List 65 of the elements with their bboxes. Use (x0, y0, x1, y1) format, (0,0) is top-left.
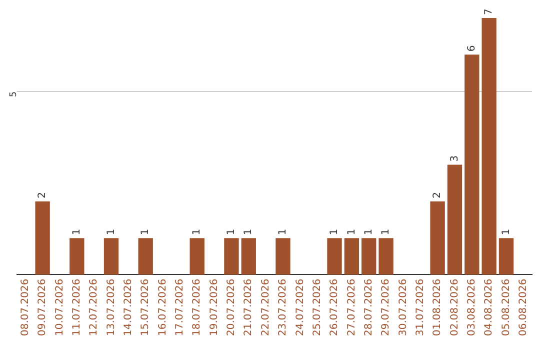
x-tick-label: 13.07.2026 (106, 278, 117, 336)
x-tick-label: 11.07.2026 (72, 278, 82, 336)
x-tick-label: 30.07.2026 (398, 278, 409, 336)
data-label: 1 (140, 228, 152, 236)
x-tick-label: 21.07.2026 (243, 278, 254, 336)
y-tick-label: 5 (9, 91, 20, 98)
x-tick-label: 22.07.2026 (260, 278, 272, 336)
data-label: 1 (192, 228, 203, 236)
x-tick-label: 14.07.2026 (123, 278, 134, 336)
data-label: 1 (226, 228, 238, 236)
x-tick-label: 06.08.2026 (518, 278, 530, 336)
x-tick-label: 03.08.2026 (466, 278, 478, 336)
x-tick-label: 28.07.2026 (363, 278, 374, 336)
x-tick-label: 16.07.2026 (157, 278, 168, 336)
x-tick-label: 04.08.2026 (484, 278, 495, 336)
x-tick-label: 15.07.2026 (140, 278, 152, 336)
bar (104, 238, 119, 275)
data-label: 1 (363, 228, 374, 236)
x-tick-label: 18.07.2026 (192, 278, 203, 336)
data-label: 1 (346, 228, 358, 236)
x-tick-label: 17.07.2026 (174, 278, 186, 336)
x-tick-label: 27.07.2026 (346, 278, 358, 336)
bar (464, 54, 480, 275)
x-tick-label: 01.08.2026 (432, 278, 444, 336)
x-tick-label: 09.07.2026 (37, 278, 48, 336)
x-tick-label: 23.07.2026 (278, 278, 289, 336)
bar (362, 238, 376, 275)
x-tick-label: 26.07.2026 (329, 278, 340, 336)
bar (224, 238, 239, 275)
x-tick-label: 20.07.2026 (226, 278, 238, 336)
data-label: 1 (278, 228, 289, 236)
x-tick-label: 10.07.2026 (54, 278, 66, 336)
bar (327, 238, 342, 275)
bar (190, 238, 204, 275)
bar (482, 18, 496, 275)
bar (35, 201, 50, 275)
data-label: 3 (449, 155, 460, 162)
x-tick-label: 25.07.2026 (312, 278, 323, 336)
data-label: 6 (466, 45, 478, 52)
x-tick-label: 24.07.2026 (294, 278, 306, 336)
bar (241, 238, 256, 275)
x-tick-label: 19.07.2026 (208, 278, 220, 336)
x-tick-label: 02.08.2026 (449, 278, 460, 336)
data-label: 1 (329, 228, 340, 236)
x-tick-label: 31.07.2026 (414, 278, 426, 336)
bar (138, 238, 153, 275)
x-tick-label: 08.07.2026 (20, 278, 31, 336)
x-tick-label: 05.08.2026 (500, 278, 512, 336)
data-label: 2 (432, 192, 444, 198)
bar (276, 238, 290, 275)
data-label: 1 (72, 228, 82, 236)
data-label: 7 (484, 8, 495, 15)
bar (344, 238, 360, 275)
bar (378, 238, 394, 275)
bar (498, 238, 514, 275)
data-label: 1 (380, 228, 392, 236)
data-label: 1 (500, 228, 512, 236)
data-label: 1 (243, 228, 254, 236)
bar (447, 164, 462, 275)
x-tick-label: 12.07.2026 (88, 278, 100, 336)
data-label: 1 (106, 228, 117, 236)
bar (70, 238, 84, 275)
x-tick-label: 29.07.2026 (380, 278, 392, 336)
data-label: 2 (37, 192, 48, 198)
bar (430, 201, 445, 275)
